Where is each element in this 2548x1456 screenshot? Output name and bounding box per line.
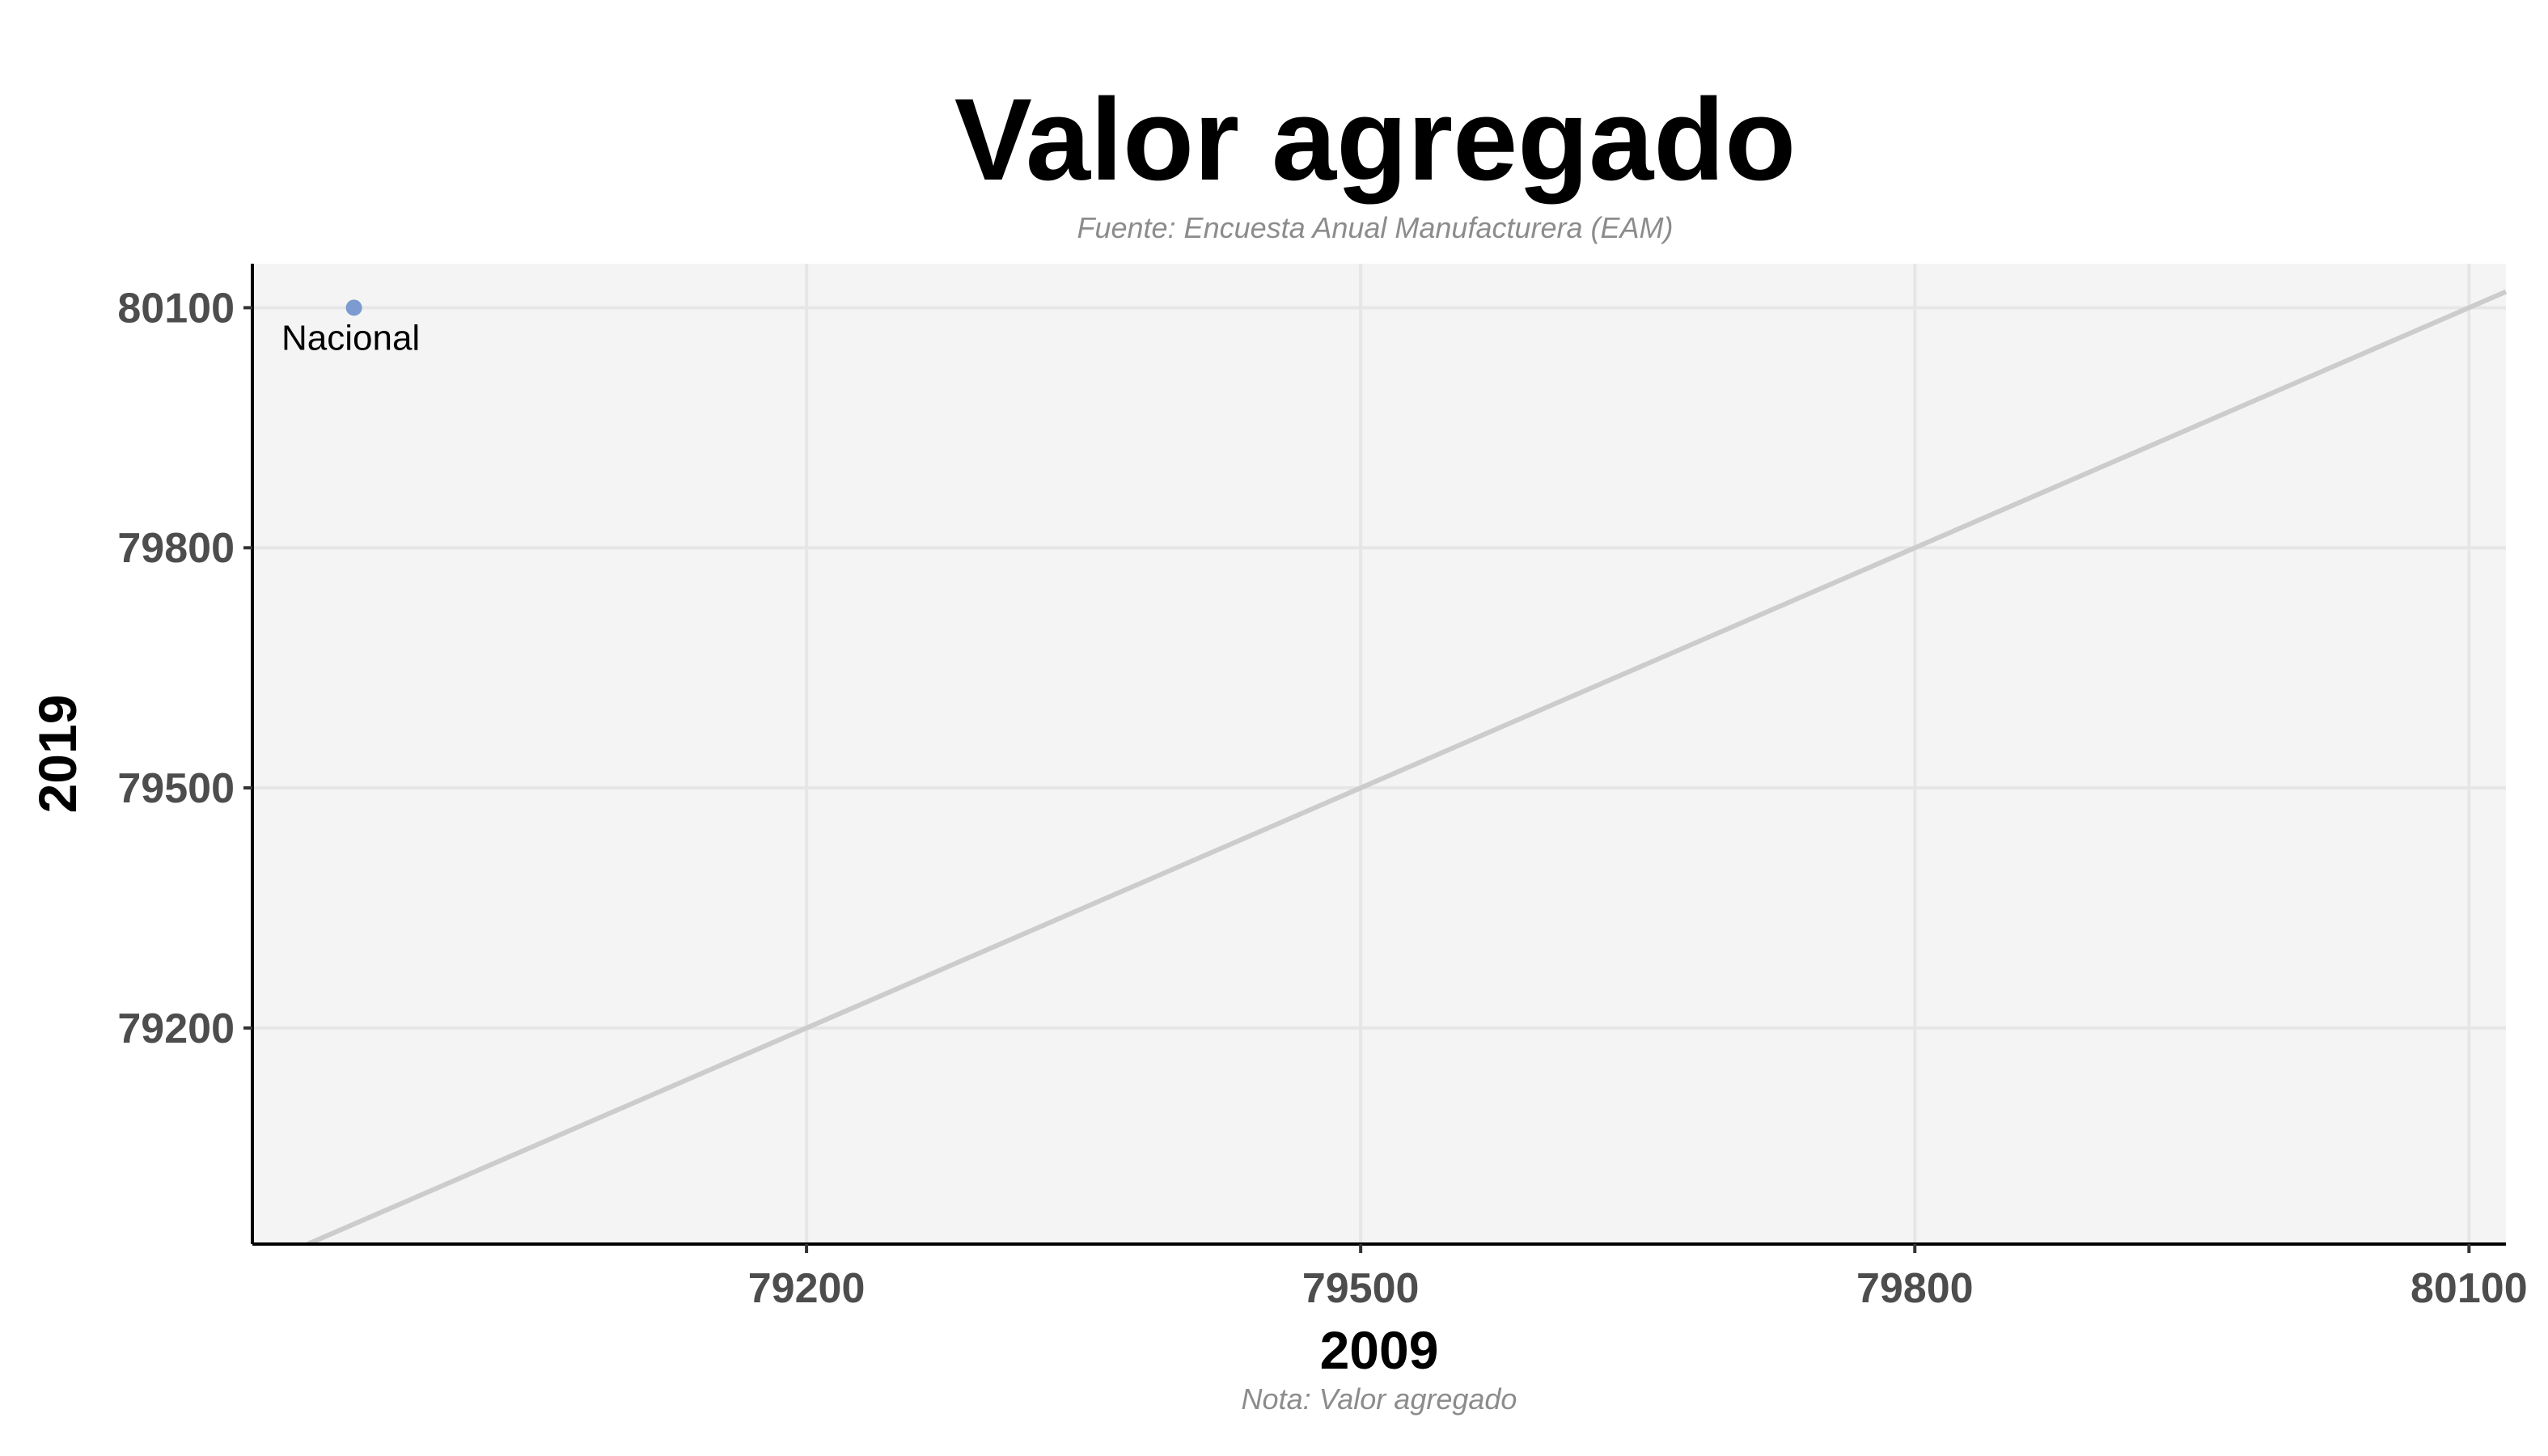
y-tick-label-0: 79200 <box>117 1005 235 1052</box>
chart-subtitle: Fuente: Encuesta Anual Manufacturera (EA… <box>1077 211 1673 244</box>
chart-title: Valor agregado <box>954 74 1796 205</box>
x-tick-label-0: 79200 <box>748 1265 866 1312</box>
x-tick-label-3: 80100 <box>2410 1265 2528 1312</box>
plot-panel <box>252 264 2506 1244</box>
x-axis-title: 2009 <box>1320 1320 1439 1380</box>
y-axis-title: 2019 <box>28 695 87 814</box>
y-tick-label-2: 79800 <box>117 525 235 572</box>
y-tick-label-1: 79500 <box>117 765 235 812</box>
x-tick-label-1: 79500 <box>1302 1265 1420 1312</box>
data-point-0 <box>345 299 362 316</box>
point-label-0: Nacional <box>281 318 420 358</box>
grid-lines <box>252 264 2506 1244</box>
y-tick-label-3: 80100 <box>117 285 235 332</box>
data-points: Nacional <box>281 299 420 358</box>
reference-line <box>307 289 2508 1246</box>
x-tick-label-2: 79800 <box>1856 1265 1974 1312</box>
axis-ticks: 79200 79500 79800 80100 79200 79500 79800 80100 <box>117 285 2527 1312</box>
chart-caption: Nota: Valor agregado <box>1242 1382 1517 1416</box>
